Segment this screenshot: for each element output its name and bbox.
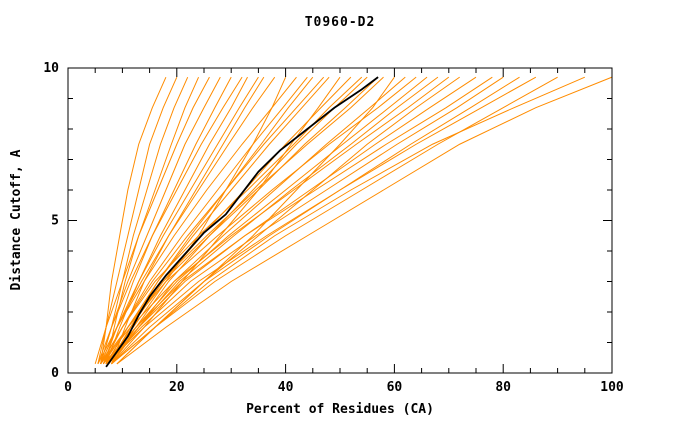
y-axis-label: Distance Cutoff, A xyxy=(9,149,24,290)
plot-title: T0960-D2 xyxy=(305,15,376,30)
model-curve xyxy=(97,76,178,364)
model-curve xyxy=(116,76,613,365)
model-curve xyxy=(105,76,504,365)
model-curve xyxy=(111,76,585,365)
model-curve xyxy=(111,76,341,365)
x-tick-label: 80 xyxy=(495,380,511,395)
model-curve xyxy=(94,76,210,364)
model-curve xyxy=(102,76,384,365)
x-axis-label: Percent of Residues (CA) xyxy=(246,402,434,417)
model-curve xyxy=(116,76,460,365)
model-curve xyxy=(111,76,314,365)
model-curve xyxy=(100,76,417,365)
model-curve xyxy=(111,76,558,365)
model-curve xyxy=(105,76,379,365)
x-tick-label: 20 xyxy=(169,380,185,395)
model-curve xyxy=(102,76,493,365)
x-tick-label: 100 xyxy=(600,380,624,395)
y-tick-label: 0 xyxy=(51,366,59,381)
model-curve xyxy=(100,76,167,364)
model-curves xyxy=(94,76,613,368)
model-curve xyxy=(100,76,363,365)
y-tick-label: 10 xyxy=(43,61,59,76)
model-curve xyxy=(97,76,243,365)
model-curve xyxy=(111,76,406,365)
tick-labels: 0 20 40 60 80 100 0 5 10 xyxy=(43,61,624,395)
model-curve xyxy=(105,76,477,365)
model-curve xyxy=(105,76,428,365)
model-curve xyxy=(102,76,232,365)
model-curve xyxy=(111,76,520,365)
x-tick-label: 0 xyxy=(64,380,72,395)
model-curve xyxy=(105,76,537,365)
y-tick-label: 5 xyxy=(51,214,59,229)
model-curve xyxy=(97,76,297,365)
model-curve xyxy=(100,76,450,365)
model-curve xyxy=(105,76,248,365)
x-tick-label: 60 xyxy=(387,380,403,395)
model-curve xyxy=(105,76,200,364)
model-curve xyxy=(100,76,189,364)
x-tick-label: 40 xyxy=(278,380,294,395)
model-curve xyxy=(100,76,259,365)
axes xyxy=(67,67,613,374)
highlight-curve xyxy=(105,76,379,368)
